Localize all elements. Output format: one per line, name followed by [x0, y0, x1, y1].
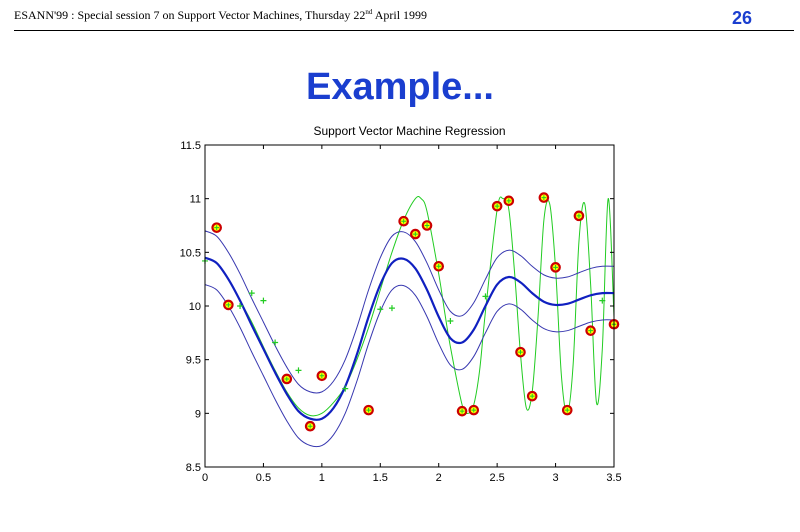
- x-tick-label: 1: [319, 472, 325, 484]
- support-vector-marker: [211, 222, 222, 233]
- lower-band-line: [204, 284, 615, 448]
- x-tick-label: 1.5: [373, 472, 388, 484]
- support-vector-marker: [503, 195, 515, 207]
- header-text-date: April 1999: [372, 8, 428, 22]
- slide-title: Example...: [306, 66, 494, 108]
- chart-title: Support Vector Machine Regression: [313, 124, 505, 138]
- training-point: [272, 339, 279, 346]
- support-vector-marker: [561, 404, 573, 416]
- x-tick-label: 2.5: [489, 472, 504, 484]
- support-vector-marker: [363, 404, 374, 416]
- training-point: [388, 305, 395, 312]
- x-tick-label: 3: [553, 472, 559, 484]
- header-superscript: nd: [365, 8, 373, 16]
- support-vector-marker: [585, 325, 596, 336]
- support-vector-marker: [433, 260, 445, 272]
- x-tick-label: 0: [202, 472, 208, 484]
- training-point: [260, 297, 267, 304]
- support-vector-marker: [573, 210, 585, 222]
- support-vector-marker: [410, 228, 421, 240]
- support-vector-marker: [491, 200, 503, 212]
- x-tick-label: 2: [436, 472, 442, 484]
- slide-header: ESANN'99 : Special session 7 on Support …: [14, 8, 427, 23]
- y-tick-label: 11: [190, 194, 201, 206]
- y-tick-label: 11.5: [180, 140, 201, 152]
- training-point: [599, 297, 606, 304]
- training-point: [248, 290, 255, 297]
- support-vector-marker: [223, 299, 234, 311]
- true-function-line: [204, 196, 615, 417]
- y-tick-label: 10.5: [180, 247, 201, 259]
- support-vector-marker: [421, 220, 433, 231]
- support-vector-marker: [316, 370, 328, 382]
- training-point: [482, 293, 489, 300]
- x-tick-label: 3.5: [606, 472, 621, 484]
- upper-band-line: [204, 230, 615, 394]
- training-point: [377, 306, 384, 313]
- support-vector-marker: [515, 346, 526, 358]
- plot-frame: [204, 144, 615, 468]
- training-point: [447, 318, 454, 325]
- support-vector-marker: [550, 262, 561, 273]
- header-divider: [14, 30, 794, 31]
- support-vector-marker: [304, 420, 316, 432]
- training-point: [295, 367, 302, 374]
- support-vector-marker: [398, 215, 409, 227]
- support-vector-marker: [281, 373, 293, 385]
- support-vector-marker: [526, 390, 538, 402]
- support-vector-marker: [538, 192, 550, 203]
- y-tick-label: 9.5: [186, 355, 201, 367]
- training-point: [342, 385, 349, 392]
- regression-line: [204, 256, 615, 421]
- y-tick-label: 9: [195, 408, 201, 420]
- support-vector-marker: [468, 404, 480, 416]
- y-tick-label: 8.5: [186, 462, 201, 474]
- header-text: ESANN'99 : Special session 7 on Support …: [14, 8, 366, 22]
- support-vector-marker: [456, 405, 468, 417]
- training-point: [237, 303, 244, 309]
- page-number: 26: [731, 8, 752, 28]
- y-tick-label: 10: [189, 301, 201, 313]
- x-tick-label: 0.5: [256, 472, 271, 484]
